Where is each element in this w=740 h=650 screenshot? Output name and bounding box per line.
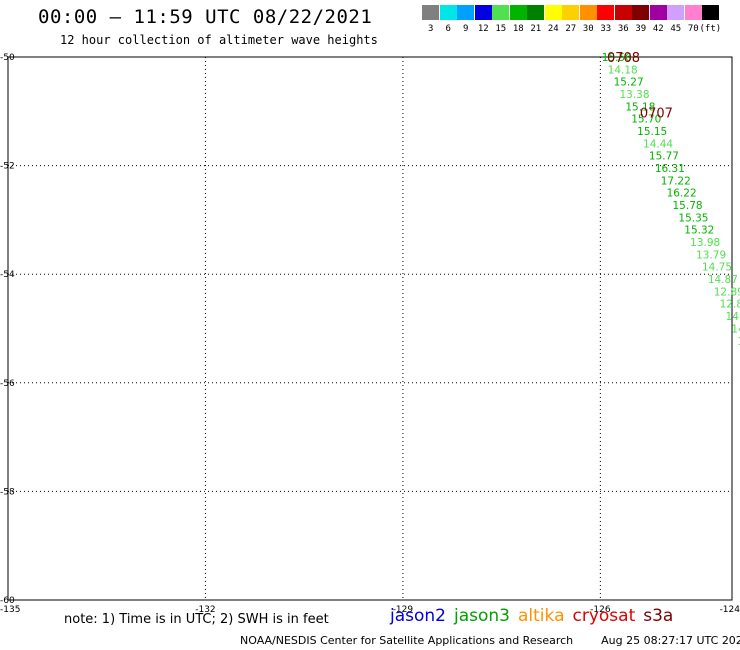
satellite-altika: altika [518, 606, 565, 626]
legend-label: 9 [463, 24, 469, 34]
legend-swatch [474, 5, 492, 20]
lat-tick-label: -56 [0, 379, 15, 389]
legend-label: 36 [617, 24, 629, 34]
swh-label: 15.35 [678, 212, 708, 224]
lon-tick-label: -126 [590, 605, 611, 615]
swh-label: 14.44 [643, 138, 673, 150]
legend-swatch [632, 5, 649, 20]
swh-label: 16.22 [667, 188, 697, 200]
legend-label: 3 [428, 24, 434, 34]
units-note: note: 1) Time is in UTC; 2) SWH is in fe… [64, 612, 329, 627]
legend-swatch [492, 5, 509, 20]
lon-tick-label: -132 [195, 605, 215, 615]
lon-tick-label: -135 [0, 605, 20, 615]
lat-tick-label: -58 [0, 487, 15, 497]
legend-label: 18 [512, 24, 524, 34]
satellite-legend: jason2 jason3 altika cryosat s3a [390, 606, 681, 626]
swh-label: 12.89 [714, 286, 740, 298]
page-title: 00:00 – 11:59 UTC 08/22/2021 [38, 6, 373, 28]
legend-label: 27 [565, 24, 577, 34]
satellite-jason3: jason3 [454, 606, 510, 626]
lon-tick-label: -124 [720, 605, 740, 615]
legend-swatch [544, 5, 562, 20]
swh-label: 15.78 [673, 200, 703, 212]
page-subtitle: 12 hour collection of altimeter wave hei… [60, 33, 378, 47]
satellite-jason2: jason2 [390, 606, 446, 626]
satellite-cryosat: cryosat [572, 606, 636, 626]
legend-swatch [562, 5, 579, 20]
legend-swatch [614, 5, 632, 20]
lat-tick-label: -54 [0, 270, 15, 280]
swh-label: 14.18 [608, 64, 638, 76]
legend-swatch [527, 5, 544, 20]
swh-label: 13.79 [696, 249, 726, 261]
lon-tick-label: -129 [393, 605, 414, 615]
legend-label: 12 [477, 24, 489, 34]
legend-swatch [667, 5, 684, 20]
legend-swatch [439, 5, 457, 20]
swh-label: 15.27 [614, 77, 644, 89]
swh-label: 13.38 [619, 89, 649, 101]
pass-time-label: 0707 [640, 106, 673, 121]
footer-credit: NOAA/NESDIS Center for Satellite Applica… [240, 634, 574, 647]
swh-label: 13.57 [737, 336, 740, 348]
swh-label: 15.77 [649, 151, 679, 163]
swh-label: 14.45 [731, 323, 740, 335]
legend-label: 15 [495, 24, 507, 34]
swh-label: 15.56 [602, 52, 632, 64]
lat-tick-label: -52 [0, 162, 15, 172]
swh-label: 16.31 [655, 163, 685, 175]
legend-label: 45 [670, 24, 682, 34]
satellite-s3a: s3a [643, 606, 674, 626]
legend-swatch [579, 5, 597, 20]
legend-swatch [457, 5, 474, 20]
legend-swatch [684, 5, 702, 20]
legend-label: 42 [652, 24, 664, 34]
lat-tick-label: -50 [0, 53, 15, 63]
legend-swatch [649, 5, 667, 20]
swh-label: 12.82 [720, 299, 740, 311]
pass-time-label: 0708 [607, 51, 640, 66]
swh-label: 15.15 [637, 126, 667, 138]
legend-unit: (ft) [699, 24, 722, 34]
swh-label: 13.98 [690, 237, 720, 249]
swh-label: 15.70 [631, 114, 661, 126]
map-frame [7, 56, 733, 601]
swh-label: 14.87 [708, 274, 738, 286]
footer-timestamp: Aug 25 08:27:17 UTC 2021 [601, 634, 740, 647]
legend-label: 24 [547, 24, 559, 34]
legend-label: 39 [635, 24, 647, 34]
legend-swatch [509, 5, 527, 20]
legend-label: 33 [600, 24, 612, 34]
legend-label: 6 [445, 24, 451, 34]
legend-label: 21 [530, 24, 542, 34]
swh-label: 15.18 [625, 101, 655, 113]
legend-swatch [422, 5, 439, 20]
swh-label: 15.32 [684, 225, 714, 237]
footer: NOAA/NESDIS Center for Satellite Applica… [240, 634, 740, 647]
legend-swatch [597, 5, 614, 20]
lat-tick-label: -60 [0, 596, 15, 606]
legend-label: 70 [687, 24, 699, 34]
swh-label: 17.22 [661, 175, 691, 187]
swh-label: 14.44 [726, 311, 740, 323]
legend-label: 30 [582, 24, 594, 34]
swh-label: 14.75 [702, 262, 732, 274]
legend-swatch [702, 5, 719, 20]
